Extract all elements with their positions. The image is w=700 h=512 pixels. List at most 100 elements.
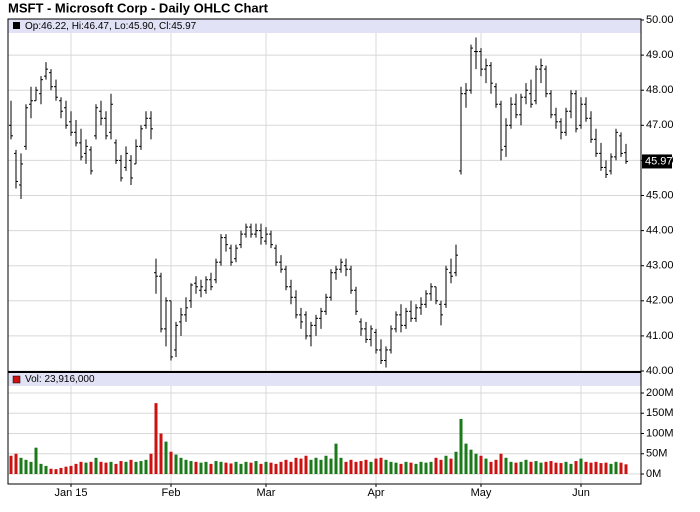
volume-bar: [309, 459, 313, 474]
volume-bar: [369, 461, 373, 474]
volume-bar: [204, 461, 208, 474]
volume-bar: [184, 459, 188, 474]
volume-bar: [324, 455, 328, 474]
volume-bar: [214, 461, 218, 474]
volume-bar: [119, 461, 123, 474]
x-tick-label: May: [471, 487, 492, 499]
volume-bar: [149, 453, 153, 474]
volume-bar: [294, 457, 298, 474]
volume-bar: [79, 461, 83, 474]
volume-bar: [574, 461, 578, 474]
volume-bar: [109, 461, 113, 474]
volume-bar: [244, 461, 248, 474]
volume-bar: [499, 453, 503, 474]
chart-title: MSFT - Microsoft Corp - Daily OHLC Chart: [8, 0, 269, 15]
volume-bar: [509, 461, 513, 474]
price-legend-swatch: [13, 22, 20, 29]
volume-bar: [254, 461, 258, 474]
volume-bar: [174, 454, 178, 474]
volume-bar: [554, 462, 558, 474]
x-tick-label: Apr: [367, 487, 384, 499]
volume-bar: [544, 461, 548, 474]
volume-bar: [59, 467, 63, 474]
volume-bar: [414, 463, 418, 474]
volume-bar: [399, 463, 403, 474]
volume-bar: [194, 461, 198, 474]
volume-bar: [434, 457, 438, 474]
y-tick-label: 48.00: [646, 84, 674, 96]
volume-bar: [239, 463, 243, 474]
volume-bar: [359, 461, 363, 474]
volume-bar: [429, 461, 433, 474]
x-tick-label: Mar: [257, 487, 276, 499]
last-price-tag: [642, 154, 672, 169]
y2-tick-label: 100M: [646, 427, 674, 439]
volume-bar: [164, 441, 168, 474]
volume-bar: [579, 458, 583, 474]
volume-bar: [134, 461, 138, 474]
volume-bar: [549, 461, 553, 474]
volume-bar: [344, 461, 348, 474]
volume-bar: [24, 459, 28, 474]
volume-bar: [249, 462, 253, 474]
volume-bar: [459, 418, 463, 474]
volume-bar: [489, 461, 493, 474]
volume-bar: [314, 457, 318, 474]
volume-bar: [609, 463, 613, 474]
volume-bar: [469, 449, 473, 474]
volume-bar: [624, 464, 628, 474]
y2-tick-label: 200M: [646, 387, 674, 399]
volume-bar: [604, 462, 608, 474]
volume-bar: [594, 461, 598, 474]
volume-bar: [599, 463, 603, 474]
volume-bar: [104, 462, 108, 474]
volume-bar: [529, 461, 533, 474]
volume-bar: [394, 462, 398, 474]
y-tick-label: 42.00: [646, 295, 674, 307]
volume-bar: [479, 455, 483, 474]
y-tick-label: 50.00: [646, 14, 674, 26]
volume-bar: [129, 459, 133, 474]
marks-layer: [9, 37, 628, 474]
volume-bar: [619, 462, 623, 474]
y2-tick-label: 150M: [646, 407, 674, 419]
volume-bar: [84, 462, 88, 474]
volume-bar: [169, 451, 173, 474]
volume-bar: [299, 458, 303, 474]
volume-bar: [289, 461, 293, 474]
price-header-text: Op:46.22, Hi:46.47, Lo:45.90, Cl:45.97: [25, 21, 197, 32]
volume-header-strip: [8, 373, 641, 386]
volume-bar: [259, 463, 263, 474]
volume-bar: [284, 459, 288, 474]
volume-bar: [229, 463, 233, 474]
x-tick-label: Feb: [162, 487, 181, 499]
volume-bar: [89, 461, 93, 474]
volume-bar: [234, 461, 238, 474]
volume-bar: [39, 463, 43, 474]
volume-header-text: Vol: 23,916,000: [25, 374, 95, 385]
volume-bar: [224, 462, 228, 474]
volume-bar: [99, 461, 103, 474]
volume-bar: [159, 433, 163, 474]
y-tick-label: 47.00: [646, 119, 674, 131]
volume-bar: [474, 453, 478, 474]
y-tick-label: 41.00: [646, 330, 674, 342]
volume-bar: [44, 465, 48, 474]
volume-bar: [154, 403, 158, 474]
volume-bar: [444, 455, 448, 474]
volume-bar: [139, 461, 143, 474]
volume-legend-swatch: [12, 375, 21, 384]
volume-bar: [449, 458, 453, 474]
volume-bar: [19, 457, 23, 474]
volume-bar: [339, 457, 343, 474]
volume-bar: [179, 457, 183, 474]
volume-bar: [304, 455, 308, 474]
volume-bar: [519, 461, 523, 474]
volume-bar: [379, 457, 383, 474]
volume-bar: [514, 462, 518, 474]
price-header-strip: [8, 19, 641, 33]
volume-bar: [329, 458, 333, 474]
volume-bar: [69, 465, 73, 474]
